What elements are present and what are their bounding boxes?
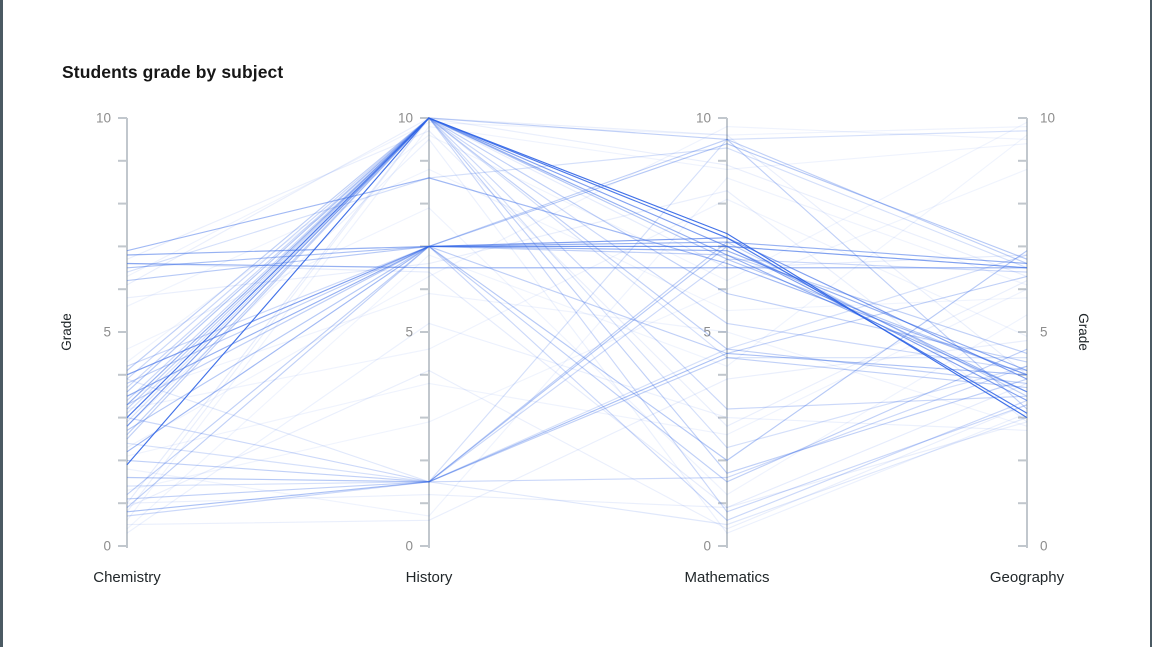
student-line[interactable] [126, 134, 1028, 530]
student-line[interactable] [126, 254, 1028, 487]
student-line[interactable] [126, 168, 1028, 491]
tick-label: 10 [398, 111, 413, 126]
student-line[interactable] [126, 198, 1028, 410]
student-line[interactable] [126, 357, 1028, 500]
student-line[interactable] [126, 117, 1028, 406]
student-line[interactable] [126, 117, 1028, 474]
student-line[interactable] [126, 421, 1028, 509]
student-line[interactable] [126, 117, 1028, 393]
student-line[interactable] [126, 292, 1028, 427]
student-line[interactable] [126, 288, 1028, 457]
student-line[interactable] [126, 117, 1028, 410]
student-line[interactable] [126, 168, 1028, 312]
tick-label: 5 [1040, 325, 1048, 340]
tick-label: 10 [96, 111, 111, 126]
student-line[interactable] [126, 245, 1028, 483]
value-axis-label-right: Grade [1076, 313, 1091, 351]
student-line[interactable] [126, 340, 1028, 526]
student-line[interactable] [126, 258, 1028, 517]
student-line[interactable] [126, 143, 1028, 282]
student-line[interactable] [126, 245, 1028, 462]
tick-label: 10 [1040, 111, 1055, 126]
student-line[interactable] [126, 177, 1028, 517]
student-line[interactable] [126, 138, 1028, 508]
dimension-label-geography: Geography [990, 569, 1065, 586]
tick-label: 0 [703, 539, 711, 554]
student-line[interactable] [126, 322, 1028, 534]
student-line[interactable] [126, 190, 1028, 423]
axis-geography: 0 5 10 Geography [990, 111, 1065, 587]
student-line[interactable] [126, 117, 1028, 513]
student-line[interactable] [126, 237, 1028, 380]
student-line[interactable] [126, 117, 1028, 410]
student-line[interactable] [126, 117, 1028, 466]
tick-label: 5 [703, 325, 711, 340]
chart-title: Students grade by subject [62, 62, 284, 82]
student-line[interactable] [126, 147, 1028, 273]
dimension-label-mathematics: Mathematics [684, 569, 769, 586]
axis-chemistry: 0 5 10 Chemistry [93, 111, 161, 587]
student-line[interactable] [126, 262, 1027, 269]
student-line[interactable] [126, 245, 1028, 269]
student-line[interactable] [126, 365, 1028, 483]
student-line[interactable] [126, 241, 1028, 483]
axes: 0510Chemistry0510History0510Mathematics0… [93, 111, 1064, 587]
student-lines [126, 117, 1028, 534]
tick-label: 10 [696, 111, 711, 126]
student-line[interactable] [126, 117, 1027, 423]
student-line[interactable] [126, 117, 1028, 440]
tick-label: 5 [103, 325, 111, 340]
student-line[interactable] [126, 117, 1028, 371]
student-line[interactable] [126, 117, 1028, 427]
tick-label: 0 [103, 539, 111, 554]
tick-label: 0 [405, 539, 413, 554]
student-line[interactable] [126, 378, 1028, 526]
student-line[interactable] [126, 245, 1028, 496]
student-line[interactable] [126, 117, 1028, 380]
student-line[interactable] [126, 121, 1028, 363]
student-line[interactable] [126, 130, 1028, 427]
value-axis-label-left: Grade [59, 313, 74, 351]
student-line[interactable] [126, 207, 1028, 496]
student-line[interactable] [126, 130, 1028, 483]
student-line[interactable] [126, 245, 1028, 384]
student-line[interactable] [126, 262, 1028, 509]
student-line[interactable] [126, 245, 1028, 453]
student-line[interactable] [126, 245, 1028, 483]
student-line[interactable] [126, 245, 1028, 397]
student-line[interactable] [126, 369, 1028, 530]
axis-history: 0 5 10 History [398, 111, 453, 587]
student-line[interactable] [126, 352, 1028, 513]
student-line[interactable] [126, 117, 1028, 286]
dimension-label-history: History [406, 569, 453, 586]
dimension-label-chemistry: Chemistry [93, 569, 161, 586]
tick-label: 5 [405, 325, 413, 340]
axis-mathematics: 0 5 10 Mathematics [684, 111, 769, 587]
student-line[interactable] [126, 126, 1028, 449]
student-line[interactable] [126, 241, 1028, 265]
student-line[interactable] [126, 138, 1028, 534]
student-line[interactable] [126, 125, 1028, 521]
tick-label: 0 [1040, 539, 1048, 554]
window-edge-right [1149, 0, 1152, 647]
student-line[interactable] [126, 177, 1028, 376]
student-line[interactable] [126, 245, 1028, 521]
window-edge-left [0, 0, 3, 647]
student-line[interactable] [126, 121, 1028, 277]
student-line[interactable] [126, 117, 1028, 513]
